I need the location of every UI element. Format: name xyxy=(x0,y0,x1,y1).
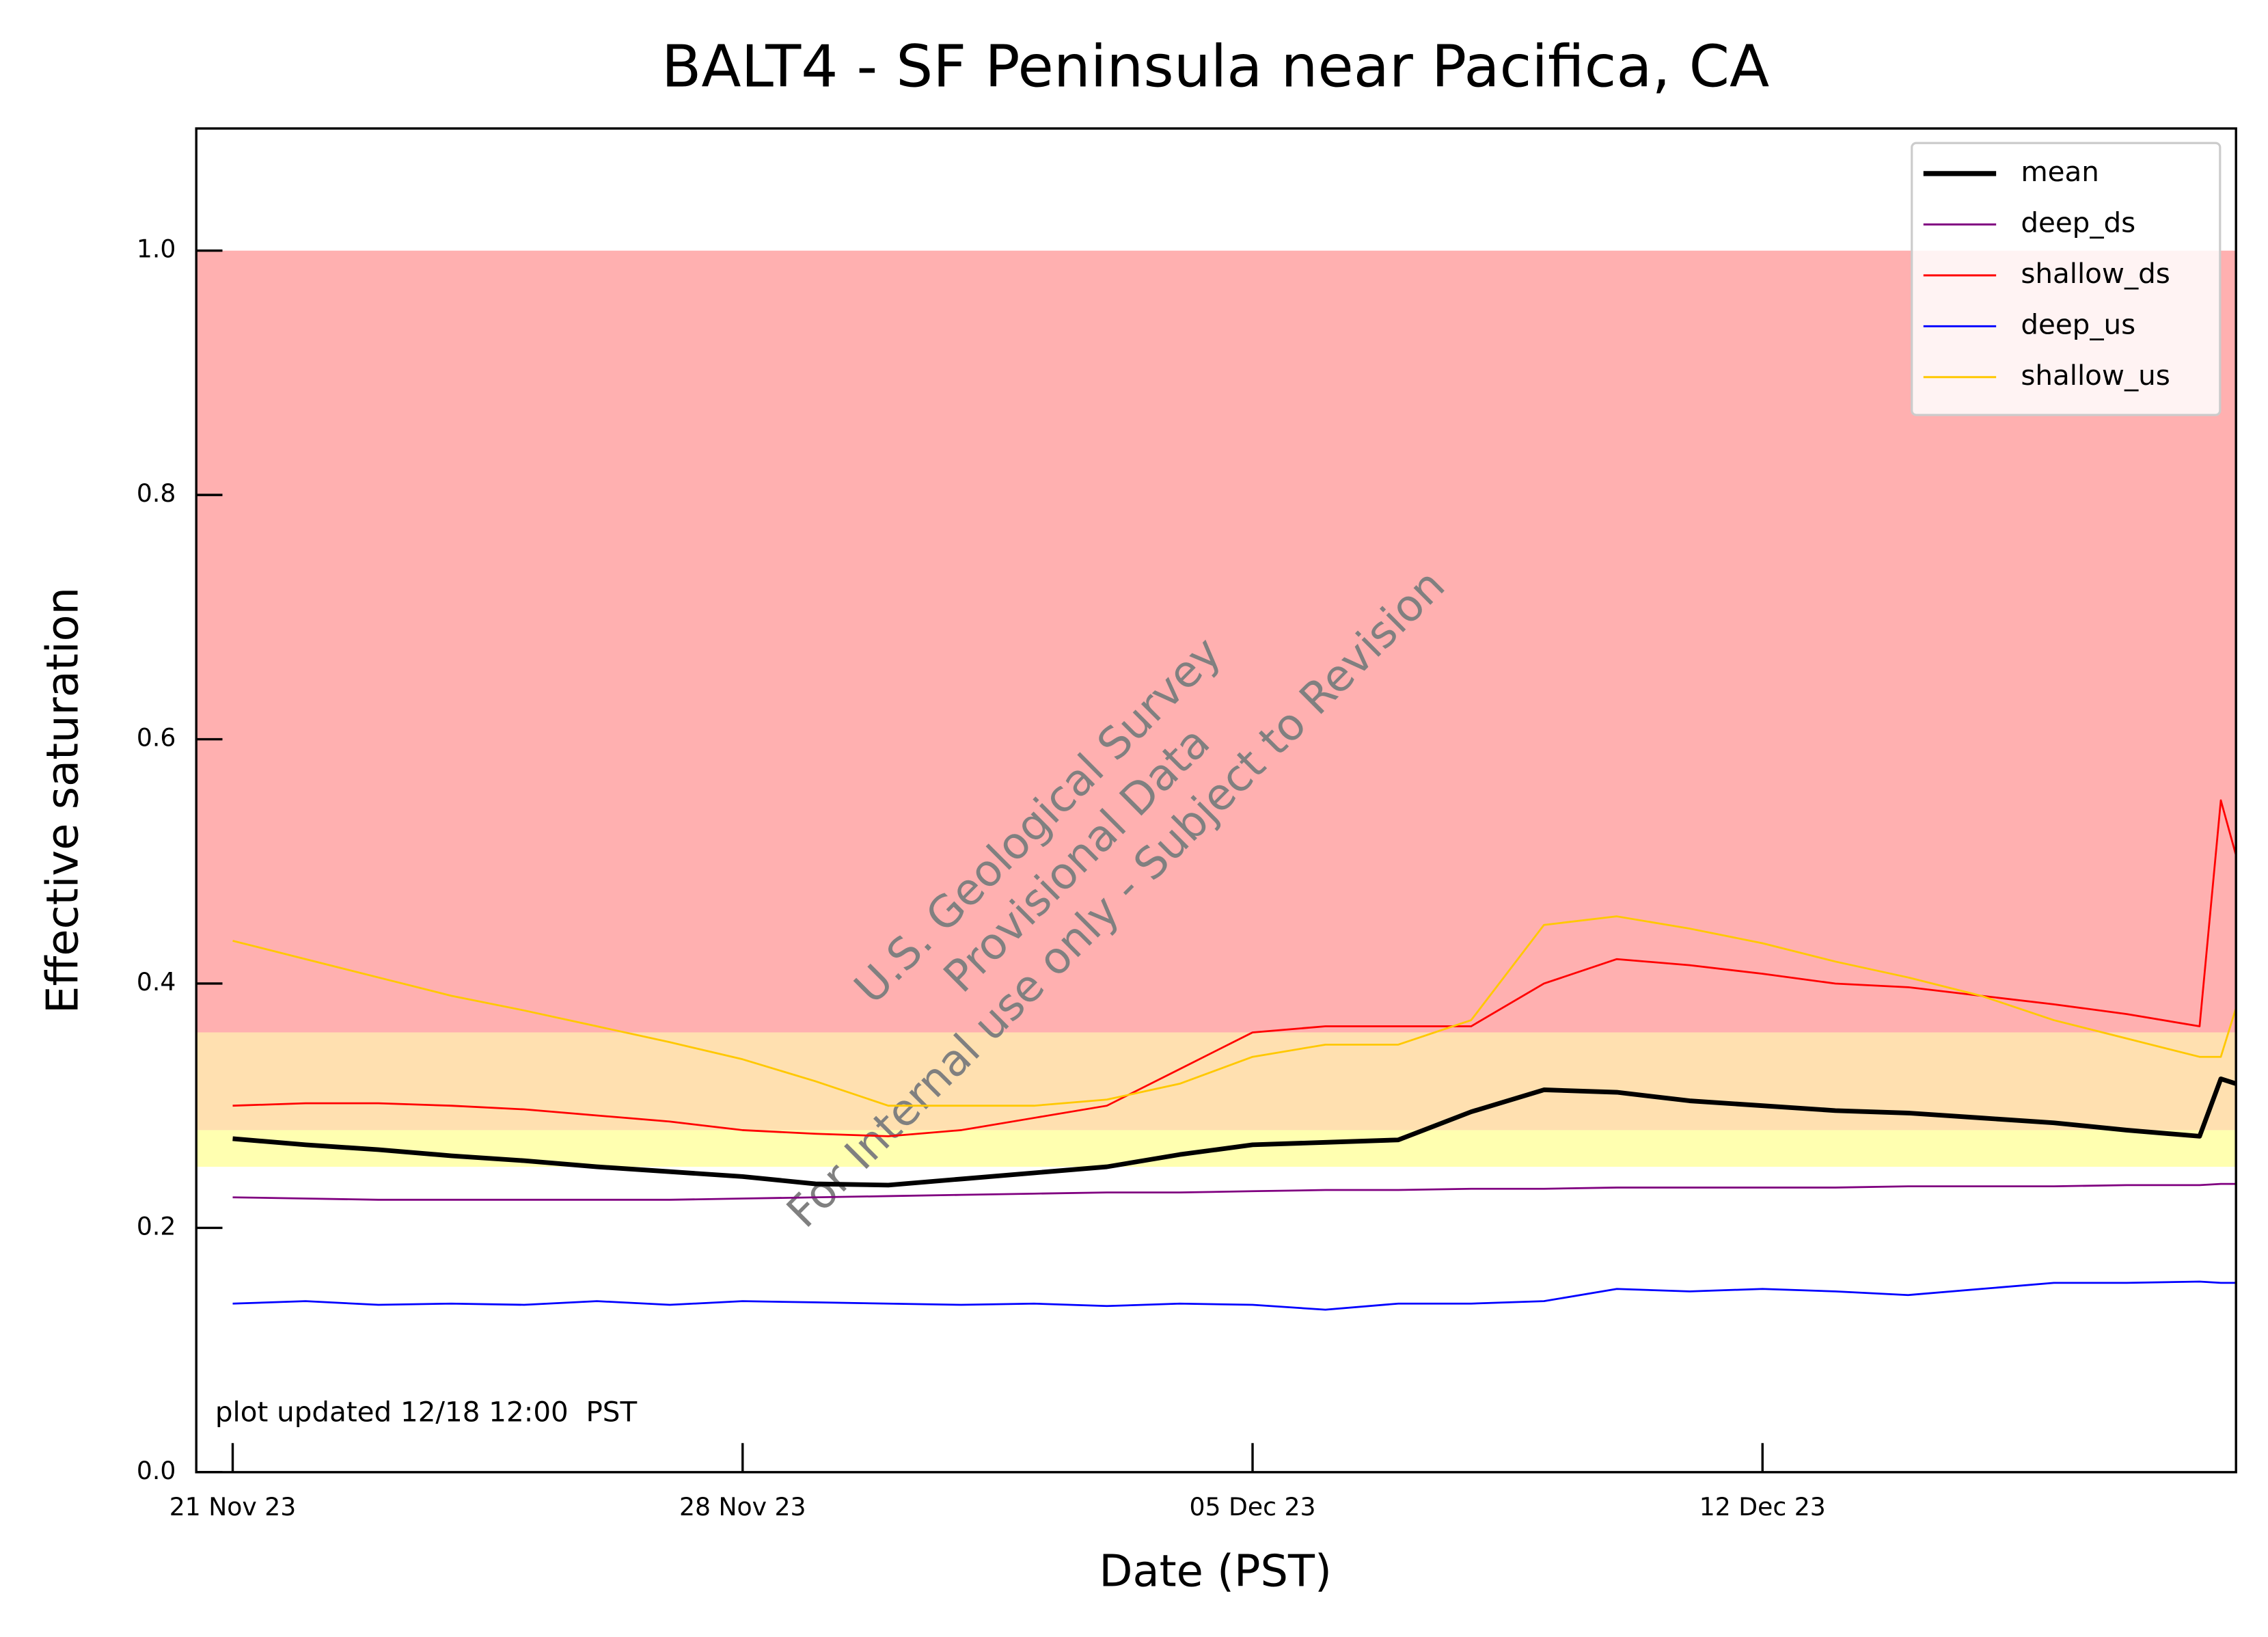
series-line xyxy=(232,799,2237,1137)
series-line xyxy=(232,1280,2237,1311)
y-tick-label: 0.8 xyxy=(137,478,176,508)
legend-label: deep_us xyxy=(2021,308,2135,340)
x-tick-label: 28 Nov 23 xyxy=(679,1492,806,1521)
y-tick-label: 0.0 xyxy=(137,1456,176,1485)
legend-label: shallow_ds xyxy=(2021,257,2170,290)
series-line xyxy=(232,915,2237,1107)
legend-label: shallow_us xyxy=(2021,359,2170,392)
series-line xyxy=(232,1182,2237,1201)
annotation: plot updated 12/18 12:00 PST xyxy=(215,1396,638,1429)
threshold-band xyxy=(196,250,2237,1033)
series-line xyxy=(232,1076,2237,1188)
x-tick-label: 05 Dec 23 xyxy=(1190,1492,1316,1521)
legend-label: mean xyxy=(2021,155,2099,188)
y-tick-label: 1.0 xyxy=(137,234,176,264)
x-tick-label: 12 Dec 23 xyxy=(1699,1492,1826,1521)
legend-box xyxy=(1911,141,2222,416)
plot-frame xyxy=(195,127,2237,1474)
y-axis-label: Effective saturation xyxy=(38,587,88,1014)
x-tick-label: 21 Nov 23 xyxy=(169,1492,297,1521)
x-axis-label: Date (PST) xyxy=(1099,1546,1332,1597)
y-tick-label: 0.4 xyxy=(137,967,176,997)
y-tick-label: 0.2 xyxy=(137,1211,176,1241)
chart-title: BALT4 - SF Peninsula near Pacifica, CA xyxy=(661,33,1769,100)
legend-label: deep_ds xyxy=(2021,206,2135,239)
y-tick-label: 0.6 xyxy=(137,723,176,753)
